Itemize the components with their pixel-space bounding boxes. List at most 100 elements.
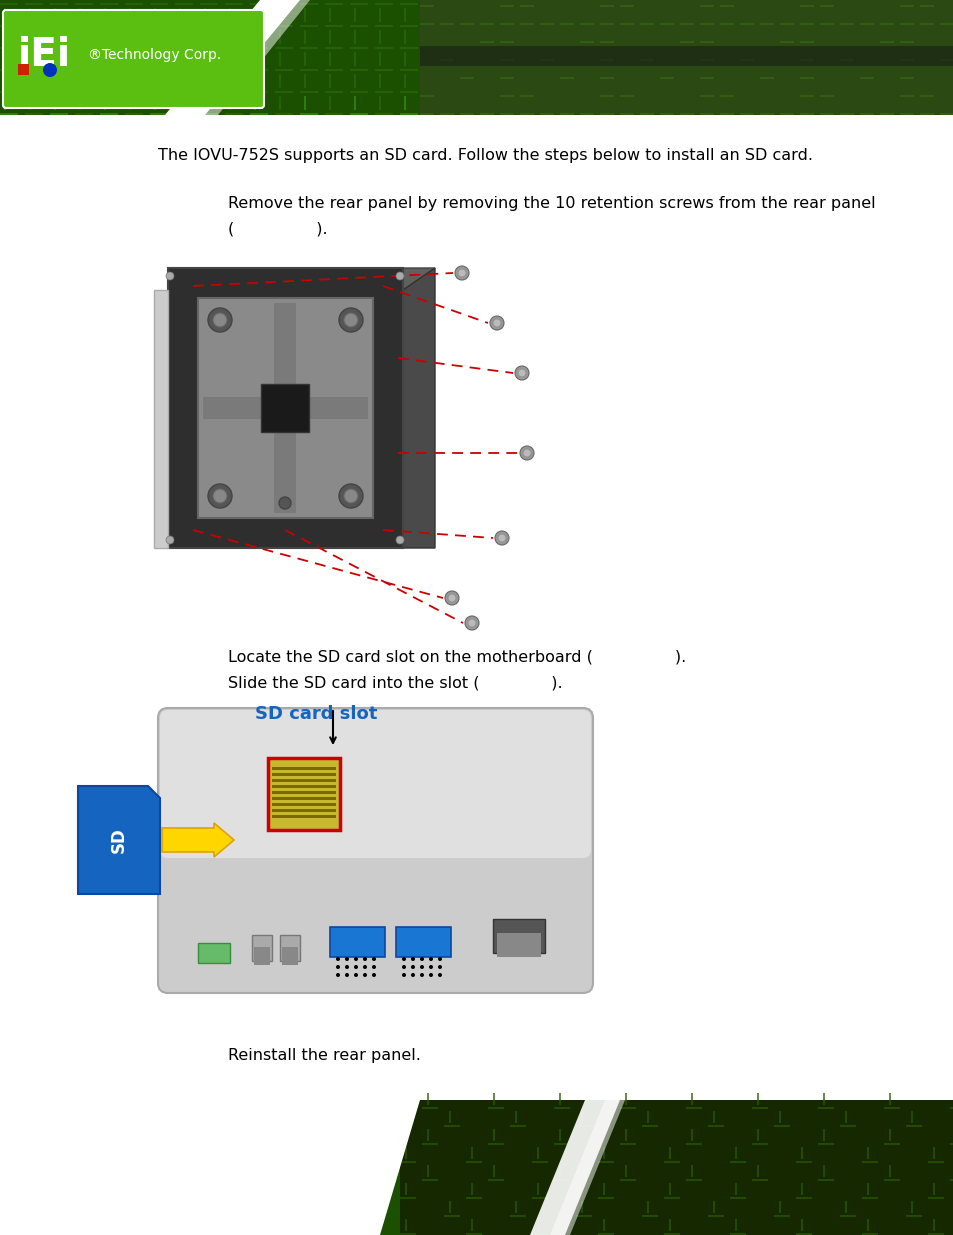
Bar [272,803,335,806]
Bar [700,112,713,115]
Bar [558,1129,560,1141]
Polygon shape [0,1100,419,1235]
Bar [225,69,243,70]
Bar [740,23,753,25]
Bar [325,2,343,5]
Bar [198,298,373,517]
Circle shape [419,965,423,969]
Bar [100,2,118,5]
Bar [272,809,335,811]
Bar [419,0,953,115]
Bar [304,96,306,110]
Bar [499,41,514,43]
Bar [229,7,231,22]
Polygon shape [419,0,953,115]
Bar [253,52,255,65]
Bar [910,1200,912,1213]
Bar [659,23,673,25]
Bar [375,91,393,93]
Bar [278,74,281,88]
Bar [354,7,355,22]
Bar [329,30,331,44]
Bar [125,69,143,70]
Bar [679,23,693,25]
Bar [354,30,355,44]
Bar [100,69,118,70]
Circle shape [43,63,57,77]
Bar [720,5,733,7]
Bar [304,7,306,22]
Bar [499,112,514,115]
Circle shape [335,957,339,961]
Bar [325,47,343,49]
Circle shape [208,484,232,508]
Bar [350,112,368,115]
Bar [690,1129,692,1141]
Bar [899,77,913,79]
Bar [779,1200,781,1213]
Bar [252,935,272,961]
Bar [499,5,514,7]
Bar [443,1125,459,1128]
Bar [459,112,474,115]
Bar [0,0,419,115]
Bar [795,1233,811,1235]
Bar [760,112,773,115]
Bar [378,52,380,65]
Bar [443,1215,459,1216]
Bar [200,112,218,115]
Bar [25,25,43,27]
Bar [421,1107,437,1109]
Bar [29,30,30,44]
Circle shape [468,619,476,627]
Bar [75,91,92,93]
Circle shape [411,965,415,969]
Bar [729,1161,745,1163]
Text: SD: SD [110,827,128,853]
Bar [899,5,913,7]
Bar [378,96,380,110]
Bar [405,1183,407,1195]
Bar [800,77,813,79]
Bar [576,1125,592,1128]
Bar [403,96,406,110]
Polygon shape [78,785,160,894]
Bar [554,1107,569,1109]
Bar [879,23,893,25]
Bar [866,1219,868,1231]
Bar [25,112,43,115]
Bar [919,23,933,25]
Bar [449,1200,451,1213]
Bar [50,112,68,115]
Bar [905,1125,921,1128]
Bar [707,1215,723,1216]
Bar [304,74,306,88]
Bar [720,23,733,25]
Bar [129,96,131,110]
Circle shape [401,973,406,977]
Bar [899,41,913,43]
Bar [795,1161,811,1163]
Bar [375,47,393,49]
Bar [79,52,81,65]
Bar [0,47,18,49]
Bar [378,30,380,44]
Bar [204,30,206,44]
Bar [225,91,243,93]
Bar [405,1219,407,1231]
Polygon shape [153,290,168,548]
Circle shape [411,957,415,961]
Bar [619,112,634,115]
Circle shape [372,965,375,969]
Bar [602,1183,604,1195]
Circle shape [448,594,456,601]
Bar [104,30,106,44]
Circle shape [401,957,406,961]
Bar [471,1183,473,1195]
Bar [932,1183,934,1195]
Circle shape [522,450,531,457]
Bar [4,96,6,110]
Text: Locate the SD card slot on the motherboard (                ).: Locate the SD card slot on the motherboa… [228,650,685,664]
Bar [532,1197,547,1199]
Bar [619,95,634,98]
